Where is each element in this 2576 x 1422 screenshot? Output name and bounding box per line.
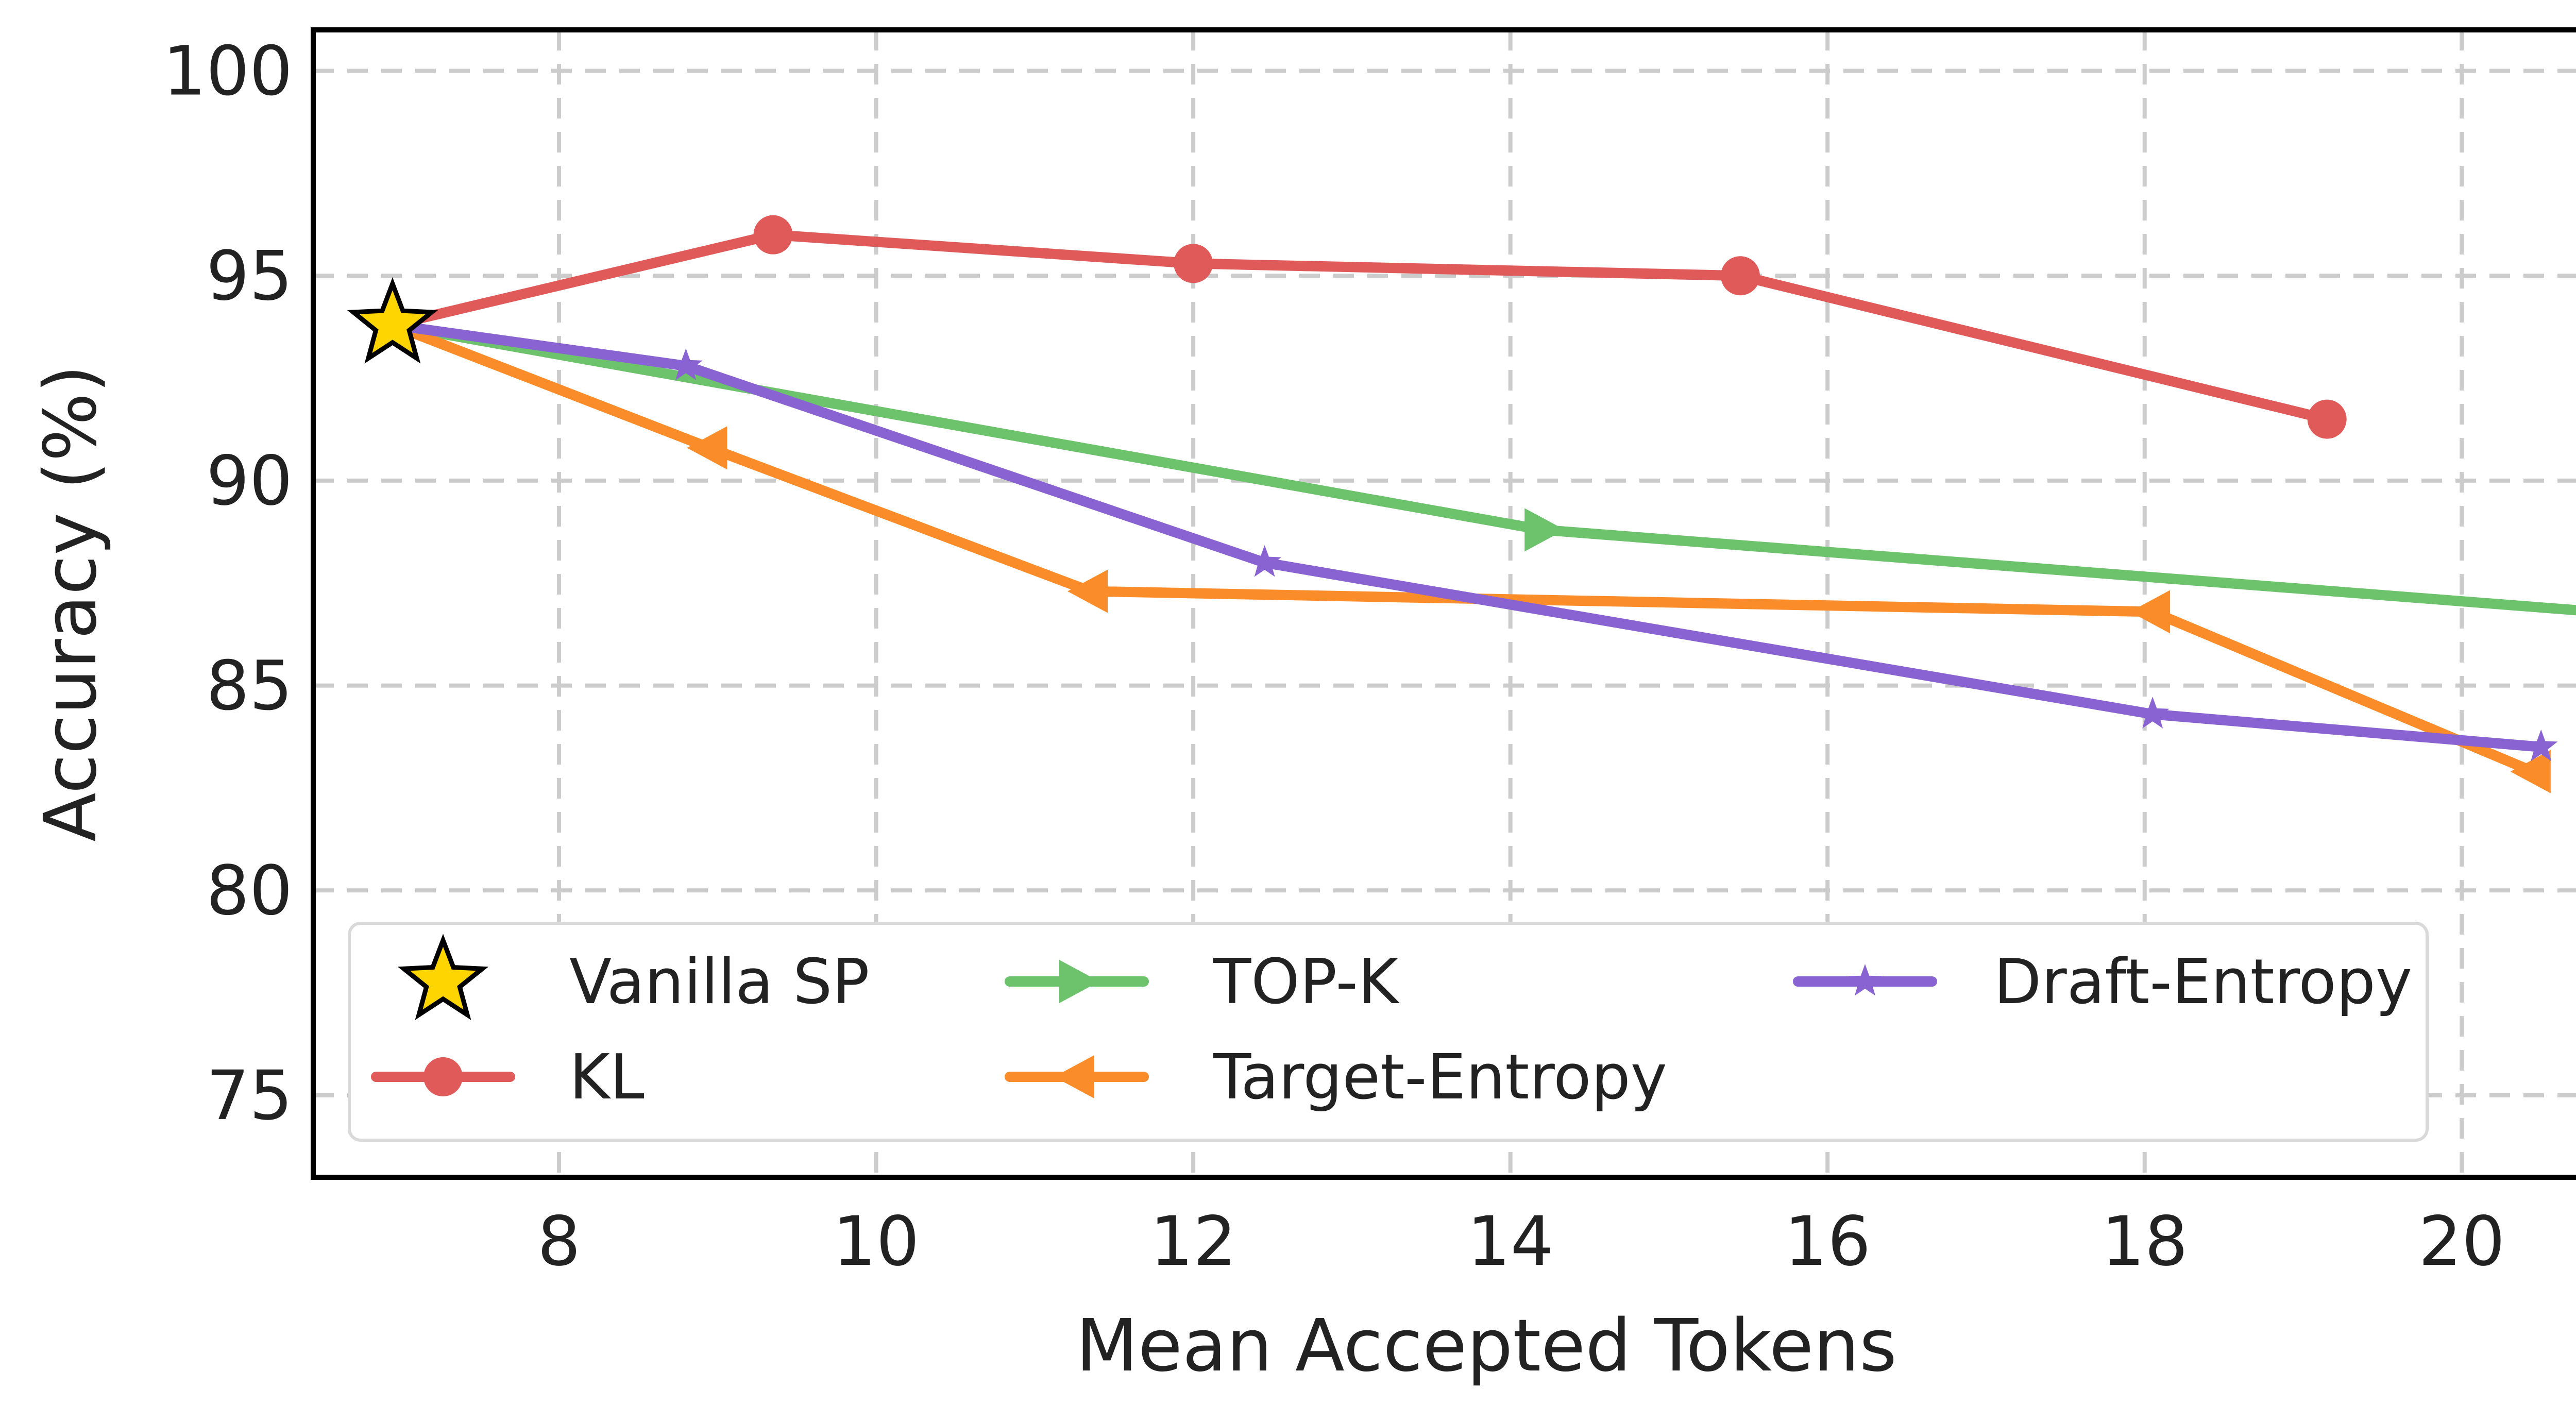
y-axis-ticks: 75 80 85 90 95 100 xyxy=(163,32,293,1136)
y-tick-label: 80 xyxy=(206,851,293,930)
legend-marker-target-entropy xyxy=(1054,1055,1094,1098)
x-tick-label: 20 xyxy=(2418,1202,2505,1281)
x-tick-label: 14 xyxy=(1467,1202,1554,1281)
legend-marker-vanilla-sp xyxy=(397,934,489,1020)
x-tick-label: 8 xyxy=(537,1202,581,1281)
legend-label-vanilla-sp: Vanilla SP xyxy=(569,946,870,1018)
data-point-kl xyxy=(1720,256,1760,296)
x-tick-label: 10 xyxy=(833,1202,920,1281)
x-axis-ticks: 8 10 12 14 16 18 20 xyxy=(537,1202,2505,1281)
legend-label-kl: KL xyxy=(569,1042,645,1113)
y-tick-label: 90 xyxy=(206,442,293,521)
data-point-top-k xyxy=(1524,508,1565,552)
legend-marker-draft-entropy xyxy=(1848,964,1882,996)
markers-layer xyxy=(347,215,2558,793)
legend: Vanilla SP KL TOP-K Target-Entropy Draft-Ent… xyxy=(348,922,2429,1142)
data-point-kl xyxy=(2307,399,2347,439)
x-tick-label: 18 xyxy=(2102,1202,2188,1281)
data-point-draft-entropy xyxy=(2136,697,2170,729)
data-point-kl xyxy=(1174,244,1213,283)
x-tick-label: 16 xyxy=(1784,1202,1871,1281)
legend-marker-top-k xyxy=(1059,960,1099,1003)
y-tick-label: 75 xyxy=(206,1056,293,1136)
legend-label-draft-entropy: Draft-Entropy xyxy=(1994,946,2412,1018)
data-point-vanilla-sp xyxy=(347,277,438,364)
plot-frame xyxy=(311,27,2576,1180)
x-axis-label: Mean Accepted Tokens xyxy=(1076,1304,1897,1388)
data-point-draft-entropy xyxy=(1248,545,1281,577)
data-point-draft-entropy xyxy=(2524,729,2558,761)
legend-label-target-entropy: Target-Entropy xyxy=(1213,1042,1667,1113)
legend-marker-kl xyxy=(423,1057,463,1096)
data-point-draft-entropy xyxy=(669,348,703,380)
data-point-target-entropy xyxy=(687,426,727,470)
y-tick-label: 85 xyxy=(206,647,293,726)
data-point-kl xyxy=(753,215,793,255)
y-axis-label: Accuracy (%) xyxy=(29,365,113,842)
data-point-target-entropy xyxy=(2130,590,2171,634)
legend-label-top-k: TOP-K xyxy=(1213,946,1400,1018)
y-tick-label: 100 xyxy=(163,32,293,111)
x-tick-label: 12 xyxy=(1150,1202,1236,1281)
y-tick-label: 95 xyxy=(206,236,293,316)
data-point-target-entropy xyxy=(2510,750,2551,793)
data-point-target-entropy xyxy=(1067,569,1108,613)
